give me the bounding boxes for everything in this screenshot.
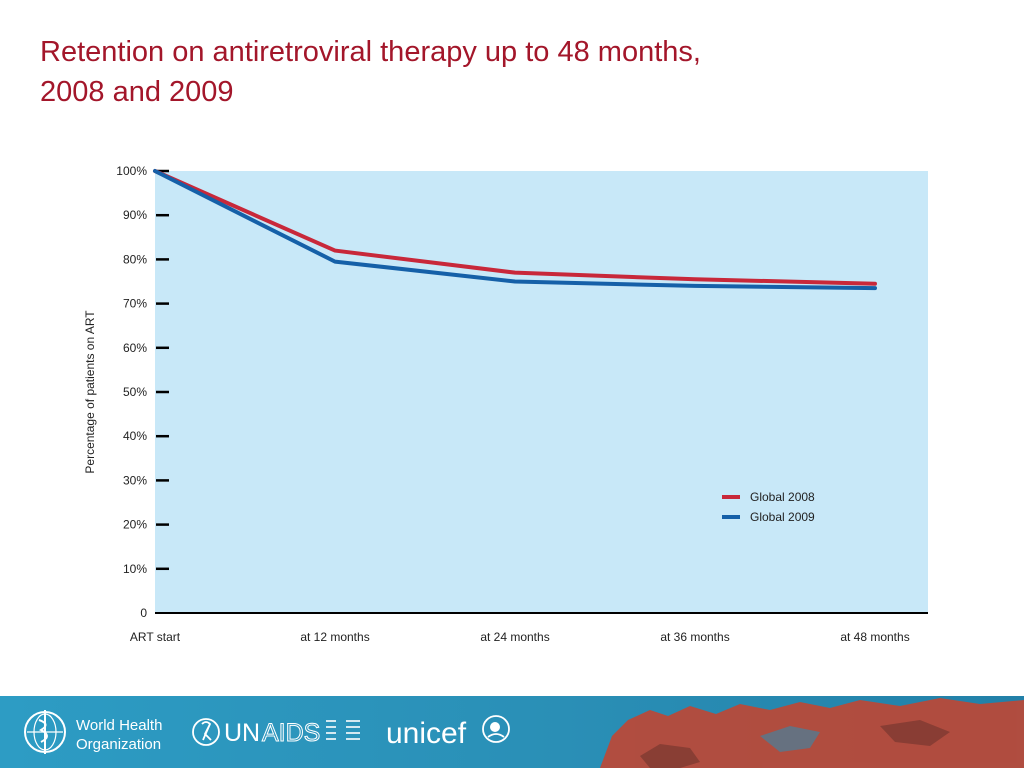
x-tick-label: at 12 months xyxy=(300,630,369,644)
who-name-line-1: World Health xyxy=(76,717,162,734)
y-tick-label: 90% xyxy=(123,208,147,222)
legend-label: Global 2008 xyxy=(750,490,815,504)
who-emblem-icon xyxy=(24,710,66,754)
world-map-graphic xyxy=(600,698,1024,768)
x-tick-label: ART start xyxy=(130,630,181,644)
retention-chart: 0 10% 20% 30% 40% 50% 60% 70% 80% 90% 100% ART sta… xyxy=(83,164,928,644)
y-tick-label: 100% xyxy=(116,164,147,178)
title-line-1: Retention on antiretroviral therapy up t… xyxy=(40,36,701,68)
slide-title: Retention on antiretroviral therapy up t… xyxy=(40,32,940,112)
unaids-logo-un: UN xyxy=(224,719,260,747)
series-lines xyxy=(153,169,877,291)
series-line-2008 xyxy=(153,169,877,286)
x-tick-label: at 48 months xyxy=(840,630,909,644)
y-tick-label: 60% xyxy=(123,341,147,355)
y-tick-label: 10% xyxy=(123,562,147,576)
x-tick-label: at 24 months xyxy=(480,630,549,644)
footer-band: World Health Organization UN AIDS unicef xyxy=(0,696,1024,768)
y-tick-label: 30% xyxy=(123,473,147,487)
title-line-2: 2008 and 2009 xyxy=(40,76,234,108)
unicef-logo-text: unicef xyxy=(386,717,467,750)
y-tick-label: 20% xyxy=(123,518,147,532)
y-axis: 0 10% 20% 30% 40% 50% 60% 70% 80% 90% 100% xyxy=(116,164,169,620)
y-tick-label: 70% xyxy=(123,297,147,311)
unaids-logo-aids: AIDS xyxy=(262,719,320,747)
legend-label: Global 2009 xyxy=(750,510,815,524)
plot-area xyxy=(155,171,928,613)
who-name-line-2: Organization xyxy=(76,736,161,753)
y-tick-label: 80% xyxy=(123,252,147,266)
y-axis-title: Percentage of patients on ART xyxy=(83,310,97,474)
y-tick-label: 40% xyxy=(123,429,147,443)
unaids-ribbon-icon xyxy=(192,718,220,746)
y-tick-label: 50% xyxy=(123,385,147,399)
legend: Global 2008 Global 2009 xyxy=(722,490,815,524)
unicef-globe-icon xyxy=(482,715,510,743)
y-tick-label: 0 xyxy=(140,606,147,620)
x-tick-label: at 36 months xyxy=(660,630,729,644)
unaids-small-print xyxy=(326,720,360,740)
x-axis: ART start at 12 months at 24 months at 36 m… xyxy=(130,630,910,644)
series-line-2009 xyxy=(153,169,877,291)
